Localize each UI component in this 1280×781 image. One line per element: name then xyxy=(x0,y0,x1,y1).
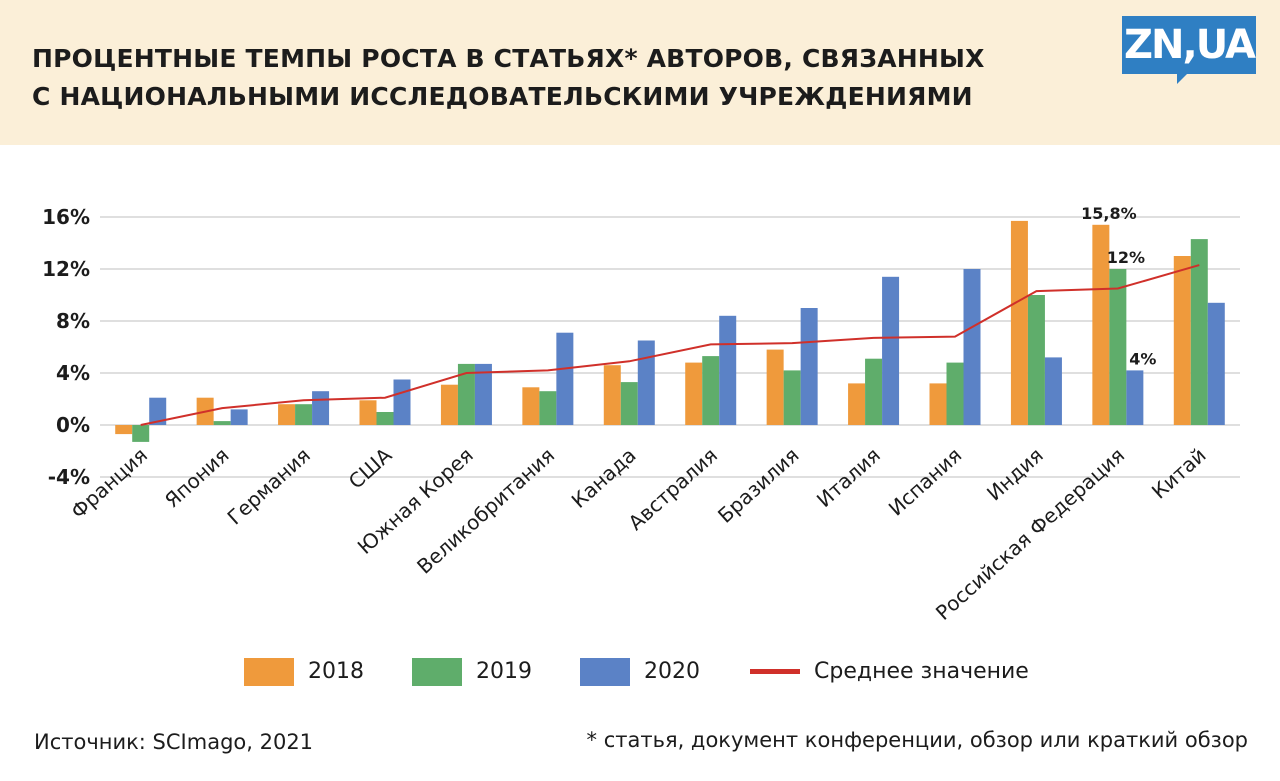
bar-2020 xyxy=(149,397,167,425)
chart-title-line-1: ПРОЦЕНТНЫЕ ТЕМПЫ РОСТА В СТАТЬЯХ* АВТОРО… xyxy=(32,44,985,73)
category-label: Германия xyxy=(223,443,315,530)
mean-line-layer xyxy=(140,264,1200,426)
y-tick-label: 4% xyxy=(56,361,90,385)
legend-label-2020: 2020 xyxy=(644,659,700,684)
bar-2019 xyxy=(1109,269,1127,425)
bar-2019 xyxy=(1027,295,1045,425)
category-label: Япония xyxy=(160,443,234,513)
y-tick-label: -4% xyxy=(48,465,90,489)
bar-2019 xyxy=(295,404,313,425)
header-banner: ПРОЦЕНТНЫЕ ТЕМПЫ РОСТА В СТАТЬЯХ* АВТОРО… xyxy=(0,0,1280,145)
mean-line xyxy=(140,264,1200,426)
bar-2020 xyxy=(882,276,900,425)
bar-2019 xyxy=(620,382,638,425)
y-axis-ticks: 16% 12% 8% 4% 0% -4% xyxy=(42,205,90,489)
category-label: Канада xyxy=(567,443,641,513)
footnote: * статья, документ конференции, обзор ил… xyxy=(586,728,1248,752)
legend-label-mean: Среднее значение xyxy=(814,659,1029,684)
bar-2019 xyxy=(702,356,720,425)
bar-2019 xyxy=(1190,239,1208,425)
bar-2020 xyxy=(556,332,574,425)
bar-2018 xyxy=(1010,220,1028,425)
y-tick-label: 0% xyxy=(56,413,90,437)
bar-2020 xyxy=(800,308,818,425)
legend-swatch-2019 xyxy=(412,658,462,686)
bar-2019 xyxy=(783,370,801,425)
legend-label-2019: 2019 xyxy=(476,659,532,684)
legend-swatch-mean xyxy=(750,669,800,674)
bar-2018 xyxy=(929,383,947,425)
data-label: 4% xyxy=(1129,349,1156,368)
chart-title-line-2: С НАЦИОНАЛЬНЫМИ ИССЛЕДОВАТЕЛЬСКИМИ УЧРЕЖ… xyxy=(32,82,973,111)
y-tick-label: 8% xyxy=(56,309,90,333)
bar-2019 xyxy=(457,363,475,425)
bar-2018 xyxy=(685,362,703,425)
zn-ua-logo: ZN,UA xyxy=(1122,16,1256,74)
data-label: 12% xyxy=(1107,248,1145,267)
bar-2020 xyxy=(312,391,330,425)
bar-2020 xyxy=(474,363,492,425)
logo-text: ZN,UA xyxy=(1124,22,1256,68)
y-tick-label: 16% xyxy=(42,205,90,229)
bar-2020 xyxy=(393,379,411,425)
bar-2018 xyxy=(440,384,458,425)
source-note: Источник: SCImago, 2021 xyxy=(34,730,314,754)
category-label: Китай xyxy=(1147,443,1211,504)
category-label: Индия xyxy=(982,443,1048,506)
bar-2018 xyxy=(359,400,377,425)
data-label: 15,8% xyxy=(1081,204,1137,223)
bar-2019 xyxy=(213,421,231,425)
bar-2020 xyxy=(963,269,981,425)
category-label: США xyxy=(344,443,397,494)
bar-2019 xyxy=(865,358,883,425)
grid-lines xyxy=(100,216,1240,478)
bar-2018 xyxy=(1092,224,1110,425)
bar-2019 xyxy=(376,412,394,425)
category-label: Великобритания xyxy=(412,443,559,579)
bar-2020 xyxy=(1207,302,1225,425)
category-label: Бразилия xyxy=(713,443,803,528)
category-label: Австралия xyxy=(624,443,722,535)
bar-2019 xyxy=(539,391,557,425)
chart-title: ПРОЦЕНТНЫЕ ТЕМПЫ РОСТА В СТАТЬЯХ* АВТОРО… xyxy=(32,40,1042,116)
bar-2018 xyxy=(766,349,784,425)
y-tick-label: 12% xyxy=(42,257,90,281)
bar-2020 xyxy=(637,340,655,425)
bar-2018 xyxy=(603,365,621,425)
category-label: Испания xyxy=(884,443,967,521)
bar-2019 xyxy=(946,362,964,425)
bar-2020 xyxy=(230,409,248,425)
legend: 2018 2019 2020 Среднее значение xyxy=(0,650,1280,694)
legend-swatch-2018 xyxy=(244,658,294,686)
bar-2019 xyxy=(132,425,150,442)
bar-2020 xyxy=(1044,357,1062,425)
bar-2020 xyxy=(1126,370,1144,425)
bar-2018 xyxy=(115,425,133,435)
annotations: 15,8% 12% 4% xyxy=(1081,204,1156,369)
legend-label-2018: 2018 xyxy=(308,659,364,684)
legend-swatch-2020 xyxy=(580,658,630,686)
bar-chart: 16%12%8%4%0%-4% 15,8%12%4% Франция Япония… xyxy=(42,204,1240,625)
bar-2020 xyxy=(719,315,737,425)
bar-2018 xyxy=(278,404,296,425)
logo-speech-tail xyxy=(1177,72,1189,84)
bar-2018 xyxy=(1173,256,1191,425)
bar-2018 xyxy=(848,383,866,425)
bar-2018 xyxy=(522,387,540,425)
bars xyxy=(115,220,1225,442)
